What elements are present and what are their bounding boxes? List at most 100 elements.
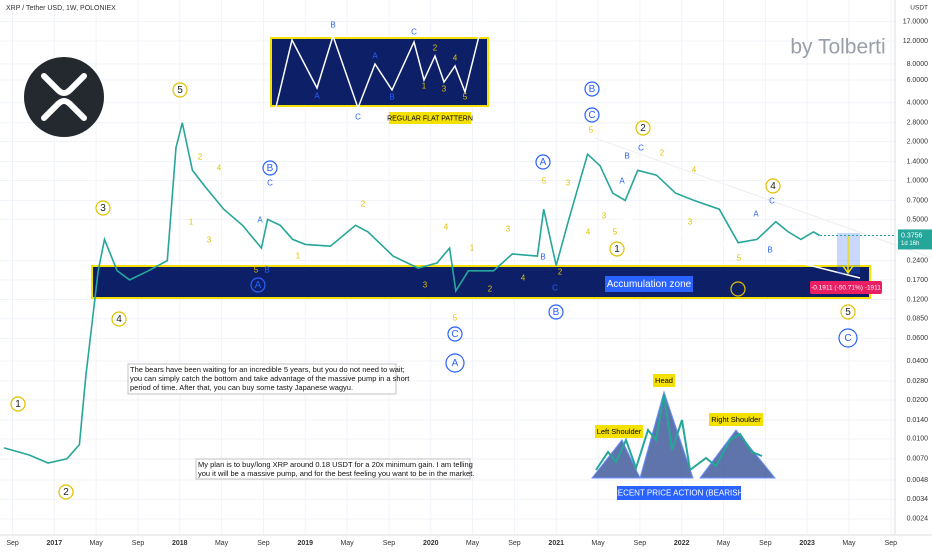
note-1-bg xyxy=(127,363,397,395)
last-price-bg xyxy=(898,229,932,250)
projection-arrowhead xyxy=(842,265,854,275)
x-tick-label: May xyxy=(215,540,229,547)
y-tick-label: 8.0000 xyxy=(907,61,929,68)
y-tick-label: 0.7000 xyxy=(907,197,929,204)
wave-label: B xyxy=(767,246,772,255)
last-price: 0.3756 xyxy=(901,232,923,239)
x-tick-label: 2019 xyxy=(297,540,313,547)
wave-label: C xyxy=(552,284,558,293)
right-shoulder-label: Right Shoulder xyxy=(711,415,761,424)
wave-circle xyxy=(730,281,746,297)
wave-circle xyxy=(10,396,26,412)
y-tick-label: 0.0048 xyxy=(907,477,929,484)
y-tick-label: 0.0100 xyxy=(907,436,929,443)
note-line: period of time. After that, you can buy … xyxy=(130,383,353,392)
y-tick-label: 12.0000 xyxy=(903,38,928,45)
wave-label: 4 xyxy=(116,314,122,325)
y-tick-label: 0.1700 xyxy=(907,277,929,284)
wave-label: 3 xyxy=(566,179,571,188)
xrp-logo-mark xyxy=(41,73,87,121)
wave-label: 4 xyxy=(521,274,526,283)
x-tick-label: 2017 xyxy=(47,540,63,547)
notes: The bears have been waiting for an incre… xyxy=(130,365,474,478)
wave-label: 3 xyxy=(602,212,607,221)
wave-circle xyxy=(765,178,781,194)
x-tick-label: Sep xyxy=(508,540,521,547)
wave-circle xyxy=(548,304,564,320)
wave-label: 2 xyxy=(488,285,493,294)
wave-label: 5 xyxy=(613,228,618,237)
x-tick-label: Sep xyxy=(132,540,145,547)
wave-label: C xyxy=(844,333,851,344)
wave-label: 4 xyxy=(770,181,776,192)
note-line: My plan is to buy/long XRP around 0.18 U… xyxy=(198,460,473,469)
wave-label: B xyxy=(389,93,394,102)
axes: 17.0000 12.0000 8.0000 6.0000 4.0000 2.8000 2.… xyxy=(6,18,932,547)
y-tick-label: 0.2400 xyxy=(907,257,929,264)
wave-circle xyxy=(840,304,856,320)
y-tick-label: 1.0000 xyxy=(907,177,929,184)
wave-label: 2 xyxy=(558,268,563,277)
countdown: 1d 16h xyxy=(901,241,919,247)
y-tick-label: 0.0280 xyxy=(907,378,929,385)
x-tick-label: Sep xyxy=(6,540,19,547)
y-tick-label: 0.0024 xyxy=(907,516,929,523)
wave-label: A xyxy=(314,92,320,101)
wave-label: 3 xyxy=(735,284,741,295)
price-line xyxy=(3,122,821,464)
wave-circle xyxy=(635,120,651,136)
y-tick-label: 17.0000 xyxy=(903,18,928,25)
wave-label: B xyxy=(267,163,274,174)
wave-label: 5 xyxy=(542,177,547,186)
watermark: by Tolberti xyxy=(790,36,885,59)
zone-label: Accumulation zone xyxy=(607,279,692,290)
wave-circle xyxy=(172,82,188,98)
y-tick-label: 0.0070 xyxy=(907,456,929,463)
x-tick-label: Sep xyxy=(383,540,396,547)
flat-pattern-zigzag xyxy=(270,0,489,129)
x-tick-label: May xyxy=(466,540,480,547)
y-tick-label: 0.0600 xyxy=(907,335,929,342)
head-label: Head xyxy=(655,376,673,385)
wave-label: 3 xyxy=(688,218,693,227)
x-tick-label: Sep xyxy=(257,540,270,547)
wave-label: C xyxy=(451,329,458,340)
wave-circle xyxy=(95,200,111,216)
note-2-bg xyxy=(195,458,471,480)
wave-label: 1 xyxy=(15,399,21,410)
wave-label: B xyxy=(589,84,596,95)
wave-label: 2 xyxy=(660,149,665,158)
pattern-caption: RECENT PRICE ACTION (BEARISH) xyxy=(612,489,746,498)
y-tick-label: 2.0000 xyxy=(907,139,929,146)
wave-label: 5 xyxy=(254,266,259,275)
note-line: The bears have been waiting for an incre… xyxy=(130,365,405,374)
x-tick-label: Sep xyxy=(885,540,898,547)
wave-label: A xyxy=(257,216,263,225)
wave-label: B xyxy=(330,21,335,30)
note-line: you can simply catch the bottom and take… xyxy=(130,374,410,383)
y-tick-label: 2.8000 xyxy=(907,120,929,127)
x-tick-label: May xyxy=(591,540,605,547)
wave-label: B xyxy=(624,152,629,161)
wave-label: A xyxy=(753,210,759,219)
wave-label: 2 xyxy=(361,200,366,209)
wave-label: 3 xyxy=(207,236,212,245)
wave-label: 5 xyxy=(737,254,742,263)
x-tick-label: May xyxy=(89,540,103,547)
note-line: you it will be a massive pump, and for t… xyxy=(198,469,474,478)
wave-label: 2 xyxy=(198,153,203,162)
wave-label: 4 xyxy=(586,228,591,237)
wave-label: 5 xyxy=(453,314,458,323)
wave-label: C xyxy=(411,28,417,37)
pattern-caption-bg xyxy=(617,486,741,500)
wave-circle xyxy=(58,484,74,500)
wave-label: 5 xyxy=(463,93,468,102)
wave-label: C xyxy=(638,144,644,153)
wave-label: C xyxy=(267,179,273,188)
wave-label: 3 xyxy=(506,225,511,234)
wave-circle xyxy=(584,107,600,123)
wave-label: 3 xyxy=(100,203,106,214)
recent-price-action xyxy=(595,393,763,472)
xrp-logo xyxy=(24,57,104,137)
